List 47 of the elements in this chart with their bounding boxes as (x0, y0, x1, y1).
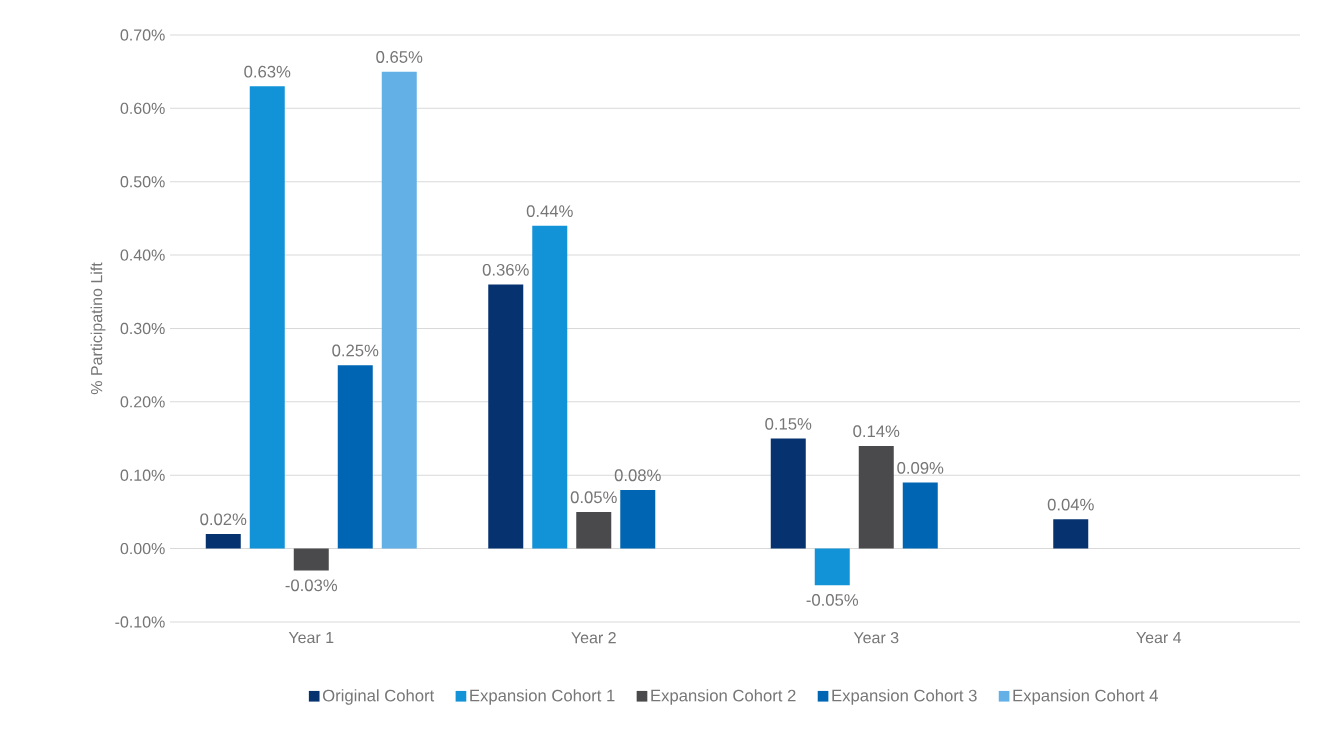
data-label: 0.04% (1047, 498, 1094, 511)
bar (205, 533, 241, 549)
bar (293, 548, 329, 571)
bar (1053, 519, 1089, 549)
y-tick-label: 0.50% (120, 176, 165, 188)
x-tick-label: Year 3 (853, 632, 899, 644)
legend-label: Expansion Cohort 4 (1013, 689, 1158, 705)
y-tick-label: 0.10% (120, 469, 165, 481)
data-label: 0.63% (244, 65, 291, 78)
data-label: 0.09% (897, 462, 944, 474)
x-tick-label: Year 4 (1136, 632, 1182, 644)
data-label: 0.36% (482, 263, 529, 276)
y-axis-title: % Participatino Lift (90, 262, 106, 395)
data-label: -0.05% (806, 594, 859, 606)
data-label: 0.15% (765, 417, 812, 430)
y-tick-label: 0.70% (120, 29, 165, 41)
y-tick-label: 0.30% (120, 322, 165, 335)
data-label: 0.08% (614, 469, 661, 482)
legend-label: Expansion Cohort 3 (832, 689, 977, 705)
data-label: 0.02% (200, 513, 247, 526)
y-tick-label: 0.00% (120, 542, 165, 555)
bar (902, 482, 938, 549)
y-tick-label: 0.40% (120, 249, 165, 261)
legend-label: Expansion Cohort 1 (470, 689, 615, 705)
data-label: 0.05% (570, 491, 617, 504)
y-tick-label: 0.60% (120, 102, 165, 115)
bar (576, 511, 612, 549)
data-label: 0.65% (376, 51, 423, 63)
bar (814, 548, 850, 586)
bar (381, 71, 417, 549)
x-tick-label: Year 2 (571, 632, 616, 644)
legend-label: Expansion Cohort 2 (651, 689, 796, 705)
y-tick-label: -0.10% (115, 616, 165, 628)
data-label: -0.03% (285, 579, 338, 592)
data-label: 0.44% (526, 205, 573, 217)
bar (488, 284, 524, 549)
bar (532, 225, 568, 549)
data-label: 0.25% (332, 344, 379, 357)
data-label: 0.14% (853, 425, 900, 438)
legend-label: Original Cohort (322, 689, 435, 705)
bar (858, 445, 894, 549)
y-tick-label: 0.20% (120, 396, 165, 408)
bar (337, 365, 373, 549)
bar (620, 489, 656, 549)
bar (249, 86, 285, 549)
bar (770, 438, 806, 549)
x-tick-label: Year 1 (288, 632, 334, 644)
